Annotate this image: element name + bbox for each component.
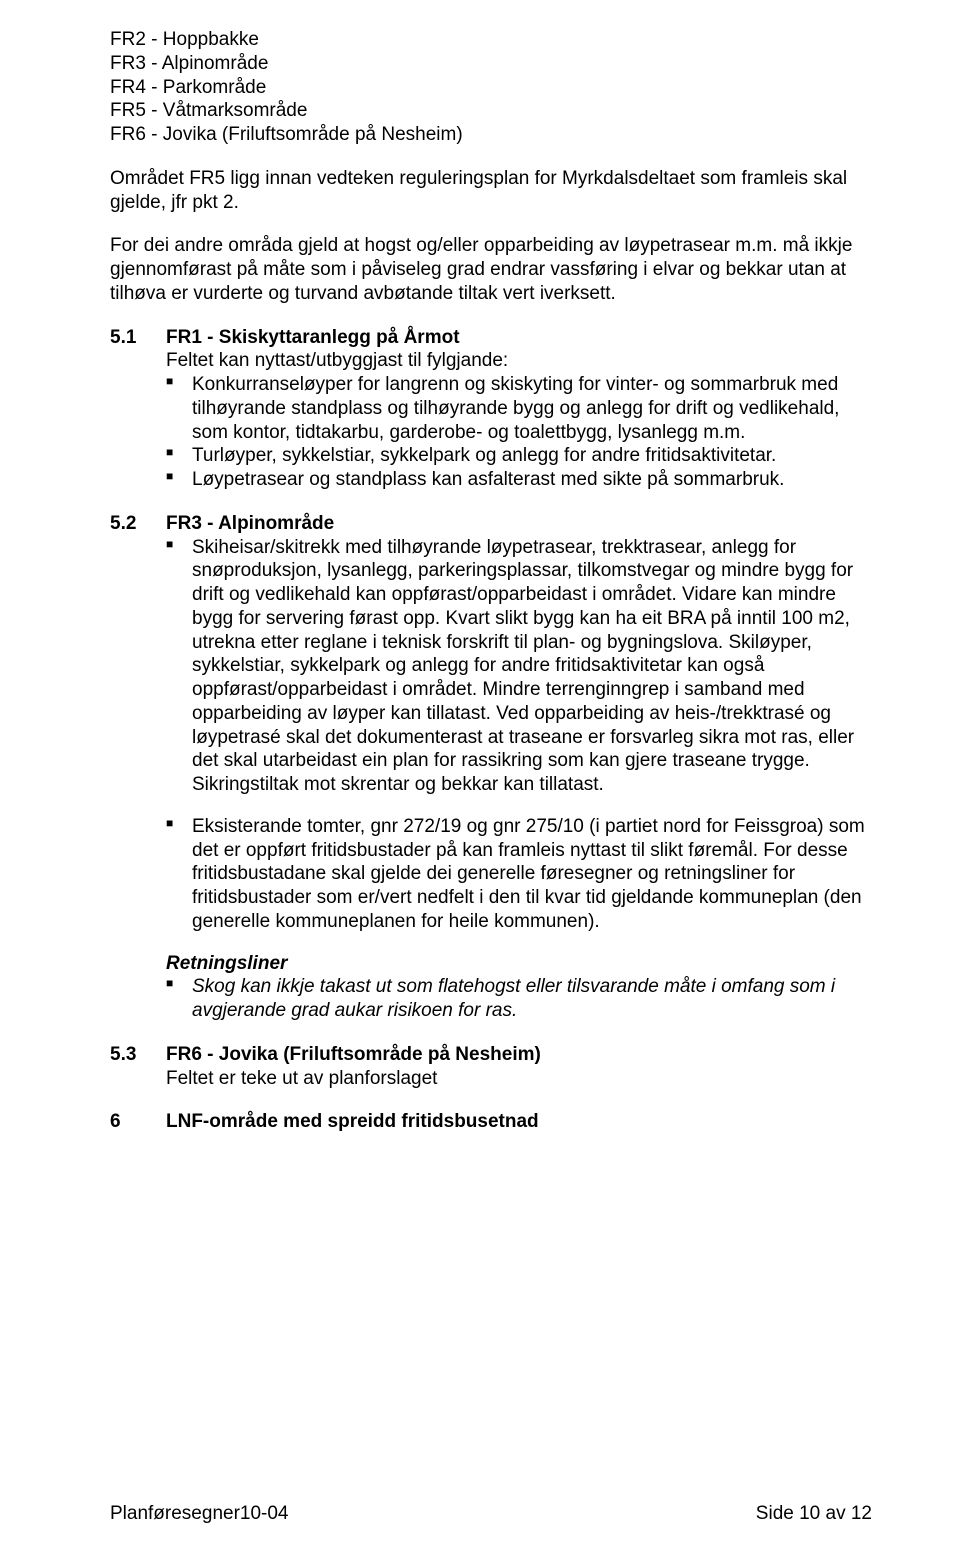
section-number: 5.1 bbox=[110, 326, 166, 492]
fr-item: FR6 - Jovika (Friluftsområde på Nesheim) bbox=[110, 123, 872, 147]
bullet-list: Skog kan ikkje takast ut som flatehogst … bbox=[166, 975, 872, 1023]
section-5-2: 5.2 FR3 - Alpinområde Skiheisar/skitrekk… bbox=[110, 512, 872, 1023]
intro-paragraph-1: Området FR5 ligg innan vedteken reguleri… bbox=[110, 167, 872, 215]
bullet-item: Turløyper, sykkelstiar, sykkelpark og an… bbox=[166, 444, 872, 468]
section-5-1: 5.1 FR1 - Skiskyttaranlegg på Årmot Felt… bbox=[110, 326, 872, 492]
section-title: FR3 - Alpinområde bbox=[166, 512, 872, 536]
bullet-list: Konkurranseløyper for langrenn og skisky… bbox=[166, 373, 872, 492]
fr-item: FR2 - Hoppbakke bbox=[110, 28, 872, 52]
document-page: FR2 - Hoppbakke FR3 - Alpinområde FR4 - … bbox=[0, 0, 960, 1554]
bullet-item: Konkurranseløyper for langrenn og skisky… bbox=[166, 373, 872, 444]
bullet-list: Eksisterande tomter, gnr 272/19 og gnr 2… bbox=[166, 815, 872, 934]
paragraph-text: For dei andre områda gjeld at hogst og/e… bbox=[110, 234, 872, 305]
fr-item: FR4 - Parkområde bbox=[110, 76, 872, 100]
bullet-list: Skiheisar/skitrekk med tilhøyrande løype… bbox=[166, 536, 872, 797]
section-title: FR1 - Skiskyttaranlegg på Årmot bbox=[166, 326, 872, 350]
footer-left: Planføresegner10-04 bbox=[110, 1502, 289, 1526]
paragraph-text: Området FR5 ligg innan vedteken reguleri… bbox=[110, 167, 872, 215]
section-6: 6 LNF-område med spreidd fritidsbusetnad bbox=[110, 1110, 872, 1134]
bullet-item: Skiheisar/skitrekk med tilhøyrande løype… bbox=[166, 536, 872, 797]
page-footer: Planføresegner10-04 Side 10 av 12 bbox=[110, 1502, 872, 1526]
section-title: FR6 - Jovika (Friluftsområde på Nesheim) bbox=[166, 1043, 872, 1067]
section-body: FR6 - Jovika (Friluftsområde på Nesheim)… bbox=[166, 1043, 872, 1091]
retningsliner-heading: Retningsliner bbox=[166, 952, 872, 976]
footer-right: Side 10 av 12 bbox=[756, 1502, 872, 1526]
section-body: FR1 - Skiskyttaranlegg på Årmot Feltet k… bbox=[166, 326, 872, 492]
bullet-item: Eksisterande tomter, gnr 272/19 og gnr 2… bbox=[166, 815, 872, 934]
section-body: FR3 - Alpinområde Skiheisar/skitrekk med… bbox=[166, 512, 872, 1023]
section-5-3: 5.3 FR6 - Jovika (Friluftsområde på Nesh… bbox=[110, 1043, 872, 1091]
section-title: LNF-område med spreidd fritidsbusetnad bbox=[166, 1110, 872, 1134]
section-text: Feltet er teke ut av planforslaget bbox=[166, 1067, 872, 1091]
retningsliner-item: Skog kan ikkje takast ut som flatehogst … bbox=[166, 975, 872, 1023]
fr-item: FR5 - Våtmarksområde bbox=[110, 99, 872, 123]
section-number: 6 bbox=[110, 1110, 166, 1134]
bullet-item: Løypetrasear og standplass kan asfaltera… bbox=[166, 468, 872, 492]
fr-item: FR3 - Alpinområde bbox=[110, 52, 872, 76]
fr-code-list: FR2 - Hoppbakke FR3 - Alpinområde FR4 - … bbox=[110, 28, 872, 147]
section-number: 5.3 bbox=[110, 1043, 166, 1091]
intro-paragraph-2: For dei andre områda gjeld at hogst og/e… bbox=[110, 234, 872, 305]
section-lead: Feltet kan nyttast/utbyggjast til fylgja… bbox=[166, 349, 872, 373]
section-number: 5.2 bbox=[110, 512, 166, 1023]
section-body: LNF-område med spreidd fritidsbusetnad bbox=[166, 1110, 872, 1134]
